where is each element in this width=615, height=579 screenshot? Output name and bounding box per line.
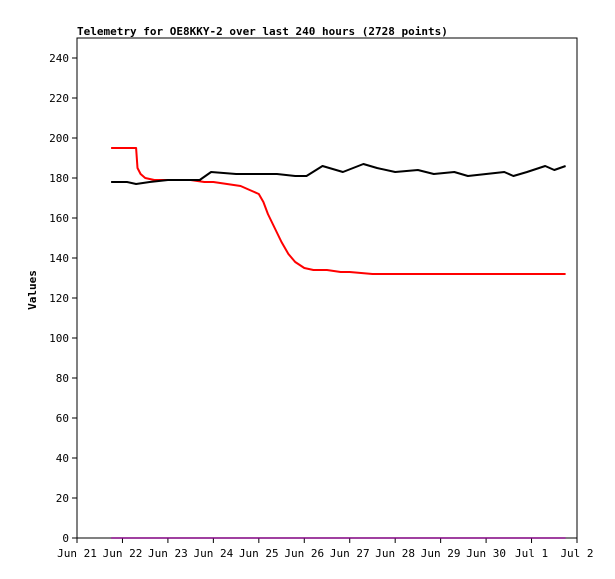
y-tick-label: 220 — [49, 92, 69, 105]
x-tick-label: Jun 25 — [239, 547, 279, 560]
x-tick-label: Jul 1 — [515, 547, 548, 560]
x-tick-label: Jun 22 — [103, 547, 143, 560]
x-tick-label: Jun 23 — [148, 547, 188, 560]
series-line-2 — [111, 163, 566, 185]
y-tick-label: 20 — [56, 492, 69, 505]
series-group — [111, 147, 566, 539]
y-tick-label: 180 — [49, 172, 69, 185]
x-tick-label: Jun 29 — [421, 547, 461, 560]
series-line-1 — [111, 147, 566, 275]
x-tick-label: Jun 24 — [193, 547, 233, 560]
x-tick-label: Jul 2 — [560, 547, 593, 560]
y-tick-label: 60 — [56, 412, 69, 425]
x-tick-label: Jun 26 — [284, 547, 324, 560]
y-tick-label: 80 — [56, 372, 69, 385]
y-axis: 0 20 40 60 80 100 120 140 160 180 200 220 240 — [49, 52, 77, 545]
y-tick-label: 0 — [62, 532, 69, 545]
x-tick-label: Jun 27 — [330, 547, 370, 560]
y-tick-label: 100 — [49, 332, 69, 345]
y-tick-label: 140 — [49, 252, 69, 265]
x-axis: Jun 21 Jun 22 Jun 23 Jun 24 Jun 25 Jun 26 Jun … — [57, 538, 594, 560]
y-tick-label: 40 — [56, 452, 69, 465]
x-tick-label: Jun 28 — [375, 547, 415, 560]
chart-title: Telemetry for OE8KKY-2 over last 240 hou… — [77, 25, 448, 38]
plot-area — [76, 37, 578, 539]
y-tick-label: 200 — [49, 132, 69, 145]
y-tick-label: 240 — [49, 52, 69, 65]
y-axis-label: Values — [26, 270, 39, 310]
y-tick-label: 160 — [49, 212, 69, 225]
x-tick-label: Jun 30 — [466, 547, 506, 560]
x-tick-label: Jun 21 — [57, 547, 97, 560]
y-tick-label: 120 — [49, 292, 69, 305]
